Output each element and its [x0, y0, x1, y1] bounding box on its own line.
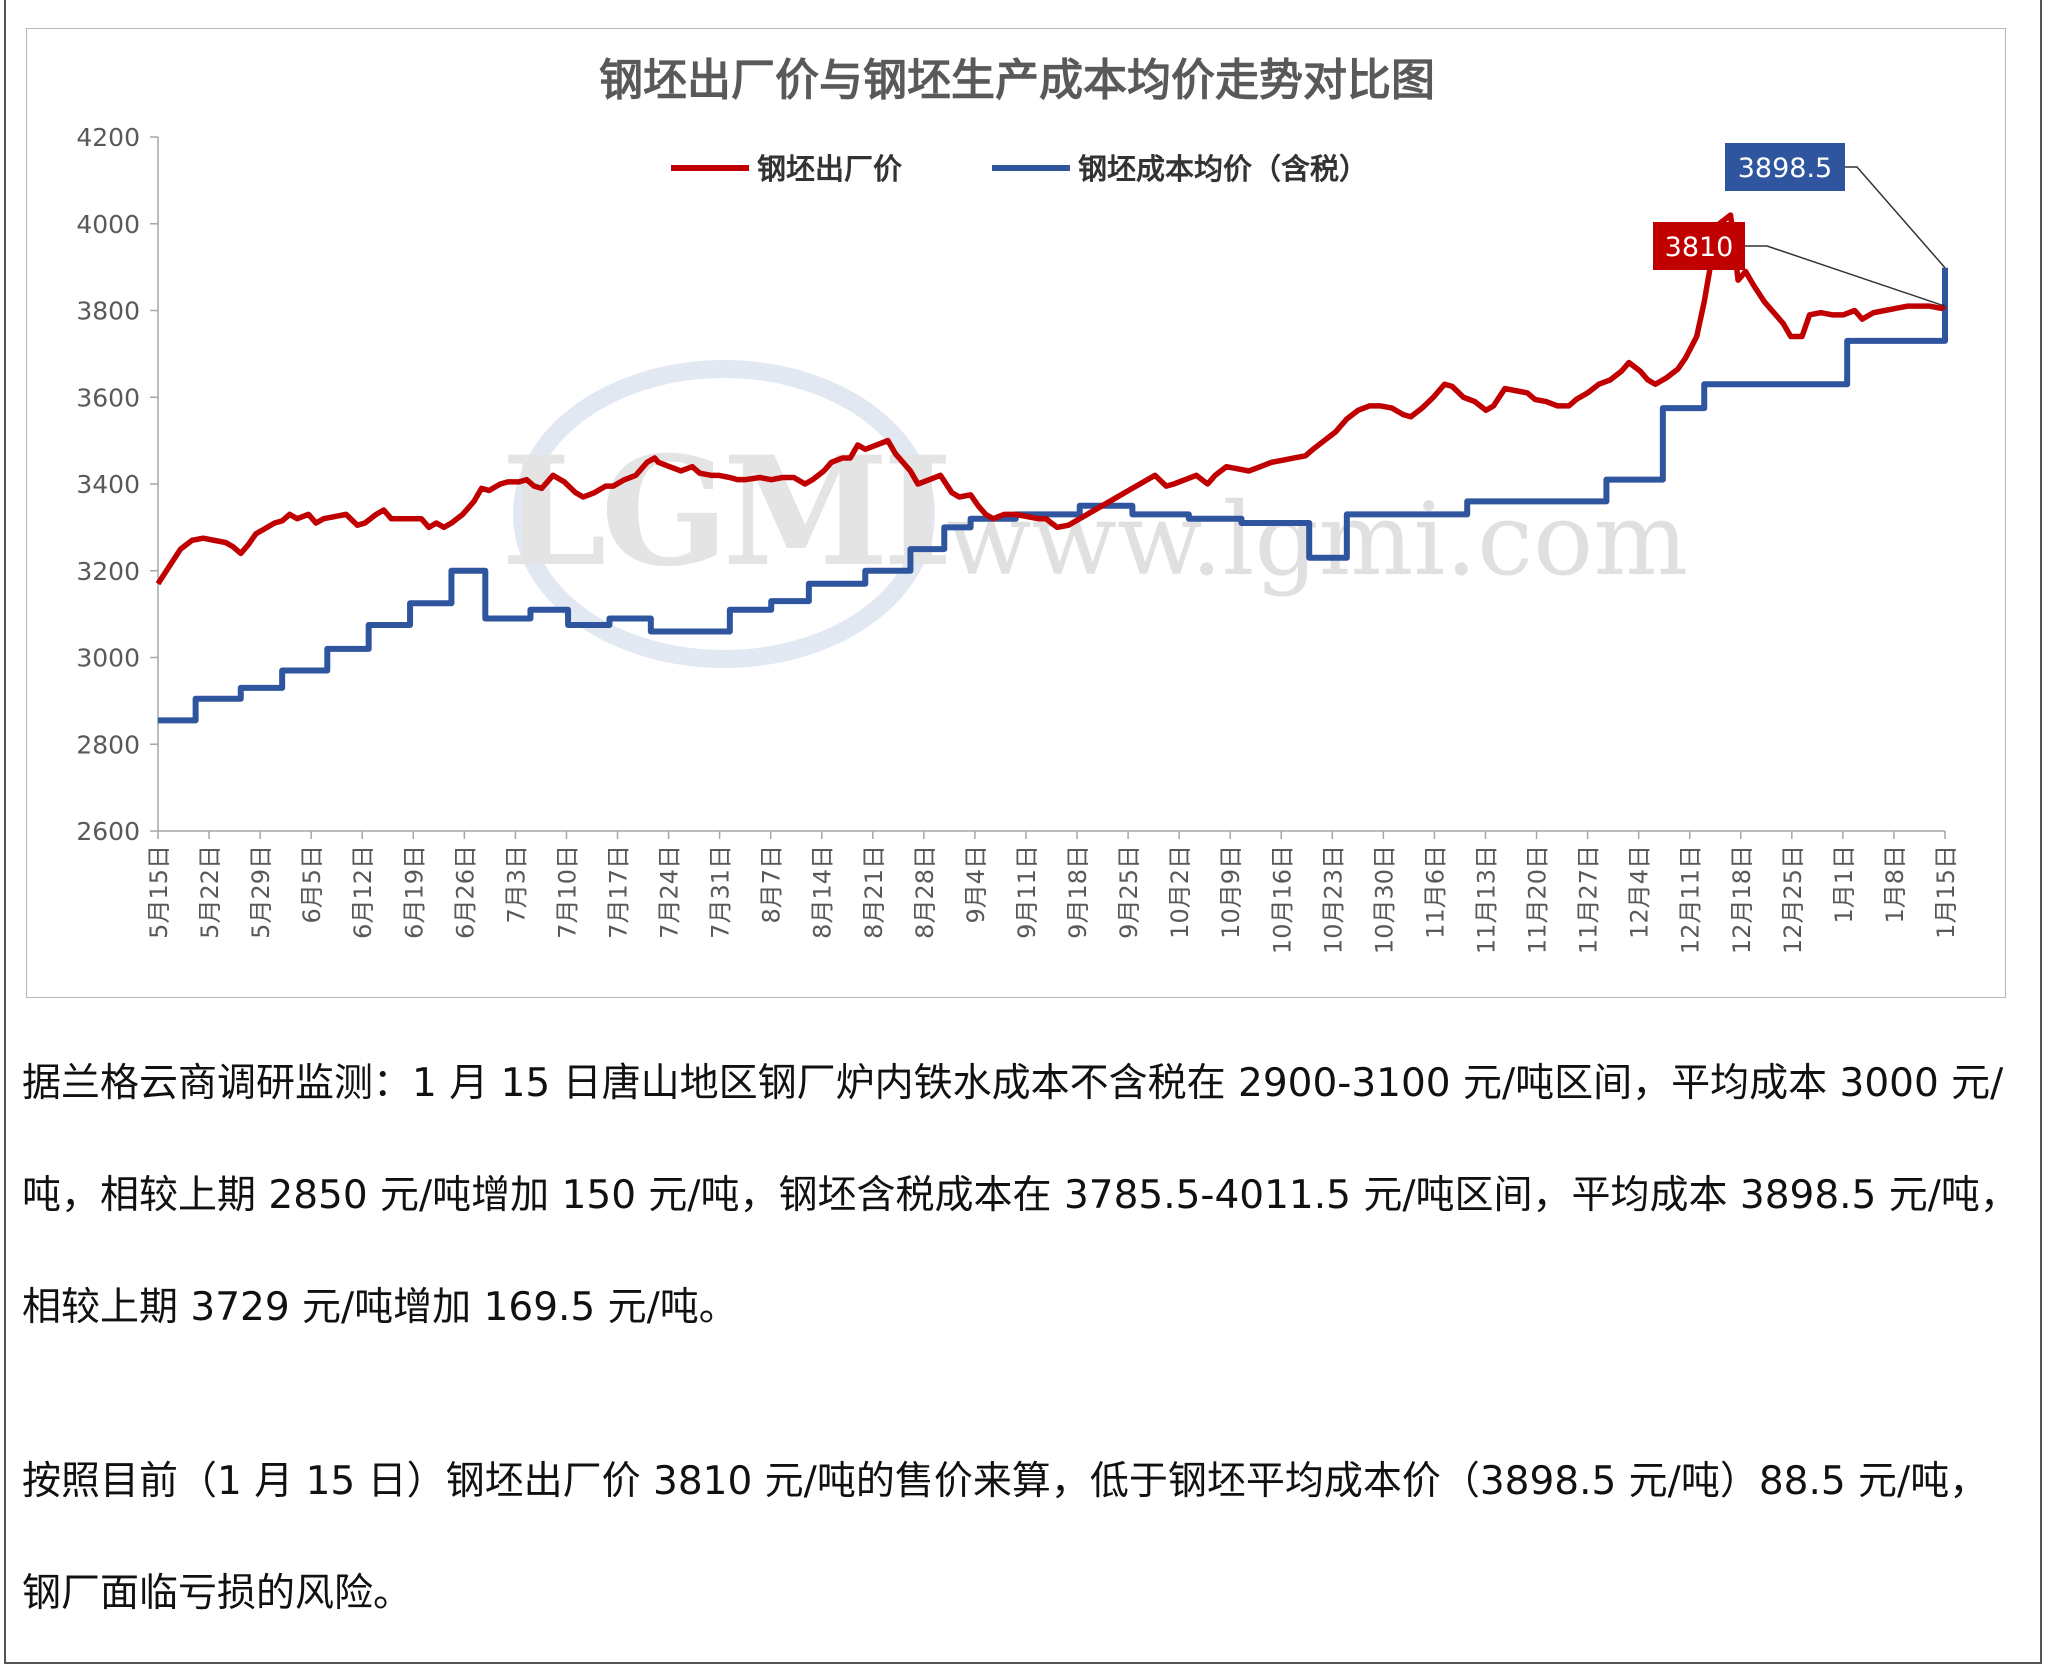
x-axis: 5月15日 5月22日 5月29日 6月5日 6月12日 6月19日 6月26日 7月3日 7月… [145, 830, 1960, 954]
watermark-logo-ellipse [513, 360, 935, 668]
x-tick-label: 7月10日 [553, 845, 581, 939]
x-tick-label: 8月14日 [809, 845, 837, 939]
x-tick-label: 7月31日 [707, 845, 735, 939]
series-line-price [155, 212, 1947, 586]
annotation-label-cost: 3898.5 [1738, 153, 1832, 184]
annotation-box-cost [1725, 143, 1845, 191]
x-tick-label: 12月11日 [1677, 845, 1705, 954]
x-tick-label: 12月25日 [1779, 845, 1807, 954]
annotation-leader-price [1745, 245, 1946, 307]
x-tick-label: 1月1日 [1830, 845, 1858, 924]
x-tick-label: 6月19日 [400, 845, 428, 939]
x-tick-label: 11月20日 [1524, 845, 1552, 954]
chart-frame: LGMI www.lgmi.com 钢坯出厂价与钢坯生产成本均价走势对比图 钢坯… [26, 28, 2006, 998]
x-tick-label: 9月25日 [1115, 845, 1143, 939]
x-tick-label: 1月8日 [1881, 845, 1909, 924]
y-tick-label: 4000 [76, 210, 140, 239]
x-tick-label: 1月15日 [1932, 845, 1960, 939]
x-tick-label: 10月30日 [1370, 845, 1398, 954]
line-chart: LGMI www.lgmi.com 钢坯出厂价与钢坯生产成本均价走势对比图 钢坯… [76, 55, 1960, 954]
x-tick-label: 5月22日 [196, 845, 224, 939]
annotation-leader-cost [1845, 166, 1946, 269]
x-tick-label: 7月17日 [605, 845, 633, 939]
x-tick-label: 5月29日 [247, 845, 275, 939]
x-tick-label: 6月26日 [451, 845, 479, 939]
y-tick-label: 3600 [76, 383, 140, 412]
y-axis: 2600 2800 3000 3200 3400 3600 3800 4000 4200 [76, 123, 159, 846]
x-tick-label: 12月18日 [1728, 845, 1756, 954]
x-tick-label: 9月4日 [962, 845, 990, 924]
x-tick-label: 5月15日 [145, 845, 173, 939]
page-border [4, 0, 2042, 1664]
x-tick-label: 10月16日 [1268, 845, 1296, 954]
x-tick-label: 8月21日 [860, 845, 888, 939]
legend-label-cost: 钢坯成本均价（含税） [1078, 152, 1368, 186]
x-tick-label: 9月18日 [1064, 845, 1092, 939]
legend: 钢坯出厂价 钢坯成本均价（含税） [671, 152, 1368, 186]
x-tick-label: 10月23日 [1319, 845, 1347, 954]
y-tick-label: 3000 [76, 644, 140, 673]
annotation-layer: 3898.5 3810 [1653, 143, 1946, 307]
watermark: LGMI www.lgmi.com [501, 360, 1688, 668]
x-tick-label: 7月24日 [656, 845, 684, 939]
y-tick-label: 3200 [76, 557, 140, 586]
x-tick-label: 8月7日 [758, 845, 786, 924]
x-tick-label: 8月28日 [911, 845, 939, 939]
chart-title: 钢坯出厂价与钢坯生产成本均价走势对比图 [599, 55, 1435, 106]
x-tick-label: 6月12日 [349, 845, 377, 939]
y-tick-label: 3400 [76, 470, 140, 499]
x-tick-label: 11月13日 [1472, 845, 1500, 954]
series-layer [155, 212, 1948, 724]
x-tick-label: 9月11日 [1013, 845, 1041, 939]
x-tick-label: 11月27日 [1575, 845, 1603, 954]
x-tick-label: 10月9日 [1217, 845, 1245, 939]
annotation-box-price [1653, 222, 1745, 270]
x-tick-label: 6月5日 [298, 845, 326, 924]
paragraph-cost-summary: 据兰格云商调研监测：1 月 15 日唐山地区钢厂炉内铁水成本不含税在 2900-… [22, 1061, 2019, 1330]
x-tick-label: 10月2日 [1166, 845, 1194, 939]
x-tick-label: 12月4日 [1626, 845, 1654, 939]
x-tick-label: 11月6日 [1421, 845, 1449, 939]
paragraph-loss-risk: 按照目前（1 月 15 日）钢坯出厂价 3810 元/吨的售价来算，低于钢坯平均… [22, 1459, 1989, 1616]
y-tick-label: 2600 [76, 817, 140, 846]
x-tick-label: 7月3日 [502, 845, 530, 924]
y-tick-label: 3800 [76, 297, 140, 326]
y-tick-label: 2800 [76, 730, 140, 759]
series-line-cost [158, 267, 1948, 724]
legend-label-price: 钢坯出厂价 [757, 152, 903, 186]
annotation-label-price: 3810 [1665, 232, 1734, 263]
y-tick-label: 4200 [76, 123, 140, 152]
